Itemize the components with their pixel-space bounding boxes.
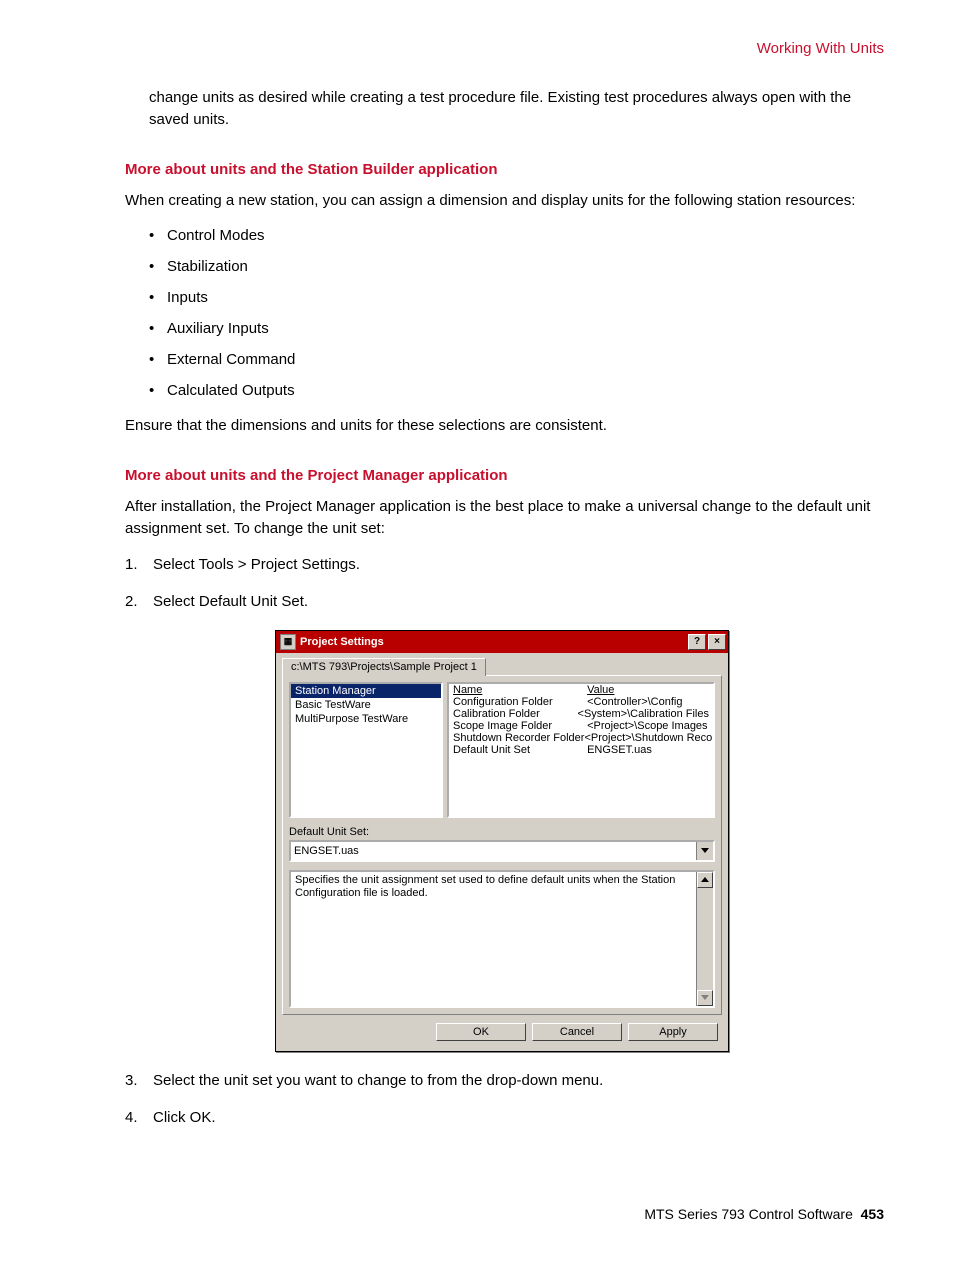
dialog-app-icon: ▦: [280, 634, 296, 650]
default-unit-set-combo[interactable]: [289, 840, 715, 862]
table-row[interactable]: Scope Image Folder <Project>\Scope Image…: [449, 720, 713, 732]
column-header-value[interactable]: Value: [587, 684, 709, 696]
cell-value: <Controller>\Config: [587, 696, 709, 708]
app-listbox[interactable]: Station Manager Basic TestWare MultiPurp…: [289, 682, 443, 818]
cell-name: Configuration Folder: [453, 696, 587, 708]
project-settings-dialog: ▦ Project Settings ? × c:\MTS 793\Projec…: [275, 630, 729, 1052]
cell-value: ENGSET.uas: [587, 744, 709, 756]
cell-name: Scope Image Folder: [453, 720, 587, 732]
table-row[interactable]: Calibration Folder <System>\Calibration …: [449, 708, 713, 720]
cell-value: <Project>\Scope Images: [587, 720, 709, 732]
description-box: Specifies the unit assignment set used t…: [289, 870, 715, 1008]
section2-steps: Select Tools > Project Settings. Select …: [125, 556, 884, 610]
column-header-name[interactable]: Name: [453, 684, 587, 696]
scroll-up-button[interactable]: [697, 872, 713, 888]
close-button[interactable]: ×: [708, 634, 726, 650]
list-item-multipurpose-testware[interactable]: MultiPurpose TestWare: [291, 712, 441, 726]
scrollbar[interactable]: [696, 872, 713, 1006]
description-text: Specifies the unit assignment set used t…: [295, 874, 675, 900]
cell-value: <System>\Calibration Files: [578, 708, 709, 720]
list-item: Control Modes: [149, 227, 884, 244]
intro-paragraph: change units as desired while creating a…: [149, 87, 884, 131]
project-path-tab[interactable]: c:\MTS 793\Projects\Sample Project 1: [282, 658, 486, 676]
apply-button[interactable]: Apply: [628, 1023, 718, 1041]
table-row[interactable]: Shutdown Recorder Folder <Project>\Shutd…: [449, 732, 713, 744]
table-row[interactable]: Default Unit Set ENGSET.uas: [449, 744, 713, 756]
name-value-list[interactable]: Name Value Configuration Folder <Control…: [447, 682, 715, 818]
step-item: Select the unit set you want to change t…: [125, 1072, 884, 1089]
section1-heading: More about units and the Station Builder…: [125, 161, 884, 178]
default-unit-set-input[interactable]: [291, 842, 696, 860]
section2-heading: More about units and the Project Manager…: [125, 467, 884, 484]
list-item: External Command: [149, 351, 884, 368]
page-footer: MTS Series 793 Control Software 453: [125, 1206, 884, 1222]
cancel-button[interactable]: Cancel: [532, 1023, 622, 1041]
cell-name: Calibration Folder: [453, 708, 578, 720]
list-item: Inputs: [149, 289, 884, 306]
page-section-title: Working With Units: [125, 40, 884, 57]
cell-name: Default Unit Set: [453, 744, 587, 756]
help-button[interactable]: ?: [688, 634, 706, 650]
dialog-title: Project Settings: [300, 636, 686, 648]
unit-set-label: Default Unit Set:: [289, 826, 715, 838]
step-item: Click OK.: [125, 1109, 884, 1126]
footer-page-number: 453: [861, 1206, 884, 1222]
chevron-down-icon: [701, 848, 709, 854]
cell-name: Shutdown Recorder Folder: [453, 732, 584, 744]
section1-bullet-list: Control Modes Stabilization Inputs Auxil…: [125, 227, 884, 399]
chevron-down-icon: [701, 995, 709, 1001]
section2-intro: After installation, the Project Manager …: [125, 496, 884, 540]
section1-intro: When creating a new station, you can ass…: [125, 190, 884, 212]
scroll-down-button[interactable]: [697, 990, 713, 1006]
list-item-station-manager[interactable]: Station Manager: [291, 684, 441, 698]
list-item: Auxiliary Inputs: [149, 320, 884, 337]
cell-value: <Project>\Shutdown Recorder: [584, 732, 715, 744]
table-row[interactable]: Configuration Folder <Controller>\Config: [449, 696, 713, 708]
section2-steps-cont: Select the unit set you want to change t…: [125, 1072, 884, 1126]
list-item: Stabilization: [149, 258, 884, 275]
dialog-titlebar[interactable]: ▦ Project Settings ? ×: [276, 631, 728, 653]
step-item: Select Default Unit Set.: [125, 593, 884, 610]
chevron-up-icon: [701, 877, 709, 883]
ok-button[interactable]: OK: [436, 1023, 526, 1041]
footer-product: MTS Series 793 Control Software: [644, 1206, 853, 1222]
combo-drop-button[interactable]: [696, 842, 713, 860]
list-item: Calculated Outputs: [149, 382, 884, 399]
step-item: Select Tools > Project Settings.: [125, 556, 884, 573]
section1-outro: Ensure that the dimensions and units for…: [125, 415, 884, 437]
list-item-basic-testware[interactable]: Basic TestWare: [291, 698, 441, 712]
